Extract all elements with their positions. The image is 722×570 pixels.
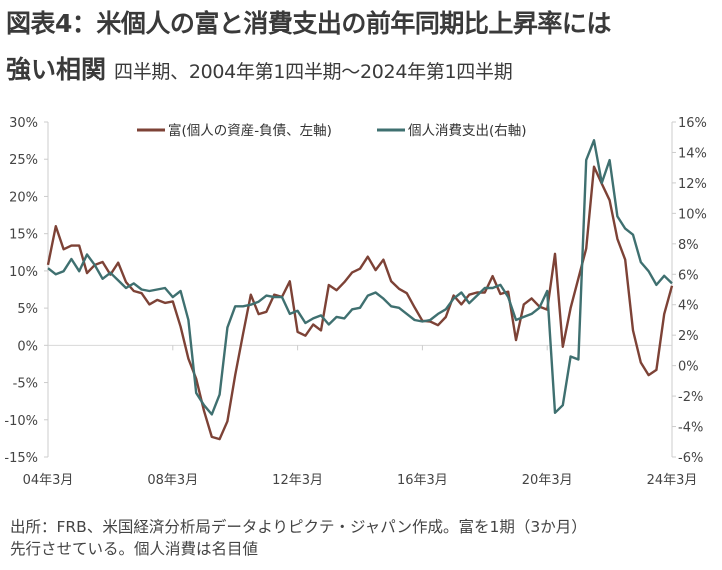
x-tick-label: 04年3月: [23, 473, 74, 488]
left-tick-label: 0%: [17, 339, 38, 354]
right-tick-label: 10%: [678, 207, 707, 222]
left-tick-label: -5%: [13, 377, 38, 392]
right-tick-label: 4%: [678, 299, 699, 314]
source-line-1: 出所：FRB、米国経済分析局データよりピクテ・ジャパン作成。富を1期（3か月）: [10, 518, 587, 536]
right-tick-label: 6%: [678, 268, 699, 283]
right-tick-label: -4%: [678, 421, 703, 436]
source-note: 出所：FRB、米国経済分析局データよりピクテ・ジャパン作成。富を1期（3か月） …: [10, 516, 587, 560]
chart-title: 図表4：米個人の富と消費支出の前年同期比上昇率には: [6, 9, 611, 38]
right-tick-label: 0%: [678, 360, 699, 375]
left-tick-label: 20%: [9, 190, 38, 205]
left-tick-label: 15%: [9, 228, 38, 243]
x-tick-label: 16年3月: [397, 473, 448, 488]
chart-subtitle: 四半期、2004年第1四半期～2024年第1四半期: [114, 61, 513, 83]
left-tick-label: -10%: [4, 414, 38, 429]
right-tick-label: 2%: [678, 329, 699, 344]
left-tick-label: 5%: [17, 302, 38, 317]
x-tick-label: 08年3月: [147, 473, 198, 488]
right-tick-label: -6%: [678, 451, 703, 466]
x-tick-label: 24年3月: [647, 473, 698, 488]
legend-label: 個人消費支出(右軸): [408, 123, 527, 139]
left-tick-label: 30%: [9, 116, 38, 131]
right-tick-label: 14%: [678, 146, 707, 161]
wealth-series-line: [46, 165, 674, 441]
right-tick-label: -2%: [678, 390, 703, 405]
consumption-series-line: [47, 139, 673, 416]
chart-title-line2: 強い相関 四半期、2004年第1四半期～2024年第1四半期: [6, 50, 513, 86]
left-tick-label: 25%: [9, 153, 38, 168]
legend-label: 富(個人の資産-負債、左軸): [168, 122, 332, 139]
x-tick-label: 20年3月: [522, 473, 573, 488]
x-tick-label: 12年3月: [272, 473, 323, 488]
right-tick-label: 8%: [678, 238, 699, 253]
chart-title-cont: 強い相関: [6, 55, 107, 84]
source-line-2: 先行させている。個人消費は名目値: [10, 540, 259, 558]
left-tick-label: 10%: [9, 265, 38, 280]
left-tick-label: -15%: [4, 451, 38, 466]
right-tick-label: 16%: [678, 116, 707, 131]
right-tick-label: 12%: [678, 177, 707, 192]
